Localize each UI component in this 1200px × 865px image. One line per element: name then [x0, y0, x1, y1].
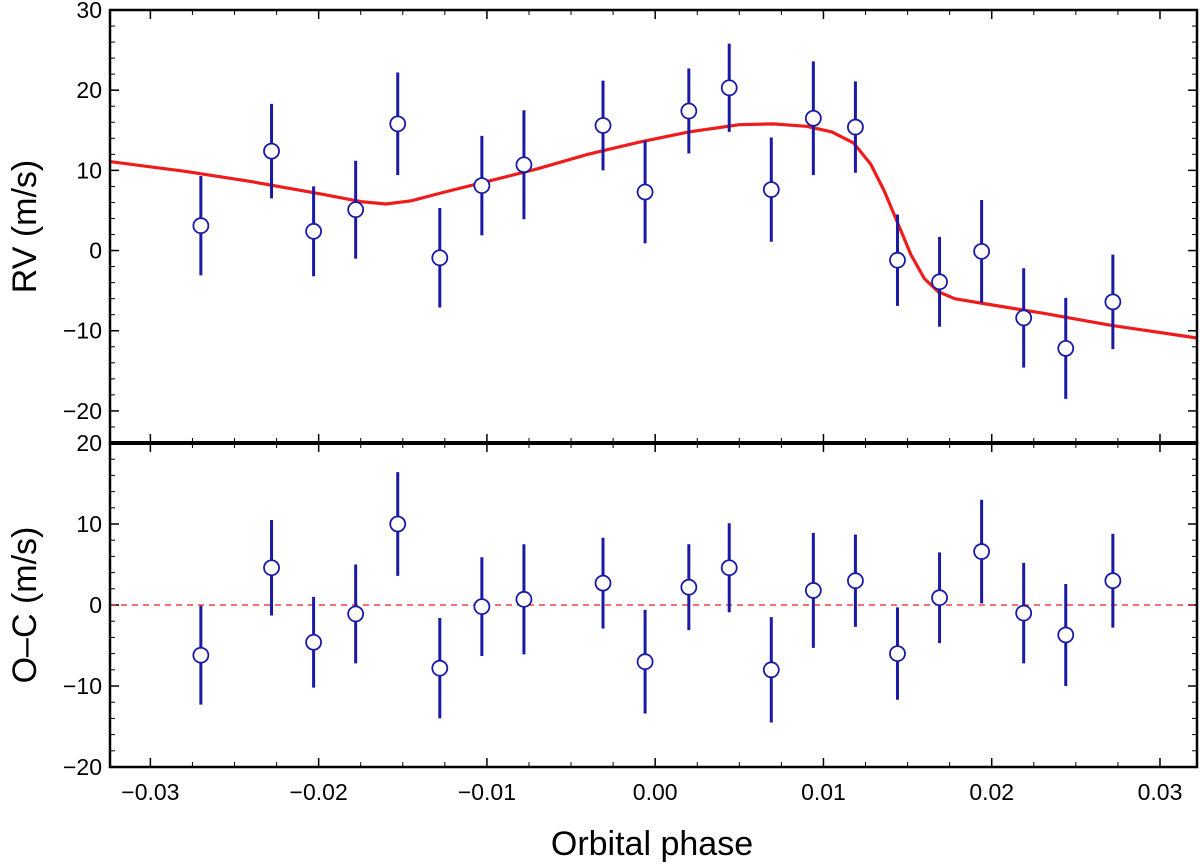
data-point — [305, 222, 323, 240]
y-tick-label: 20 — [76, 430, 102, 456]
data-point — [473, 177, 491, 195]
data-point — [973, 242, 991, 260]
data-point — [847, 572, 864, 590]
x-tick-label: 0.03 — [1138, 779, 1183, 805]
data-point — [973, 543, 991, 560]
y-tick-label: −10 — [63, 673, 102, 699]
data-point — [1015, 604, 1033, 622]
data-point — [804, 582, 822, 599]
data-point — [680, 102, 698, 120]
data-point — [431, 659, 449, 677]
rv-panel: −20 −10 0 10 20 30 RV (m/s) — [6, 0, 1199, 445]
data-point — [473, 598, 491, 616]
data-point — [347, 605, 365, 623]
x-tick-label: 0.00 — [633, 779, 678, 805]
x-tick-label: −0.02 — [290, 779, 348, 805]
y-tick-label: −20 — [63, 398, 102, 424]
data-point — [720, 79, 738, 97]
data-point — [515, 590, 533, 608]
data-point — [931, 589, 948, 607]
y-tick-label: 0 — [89, 238, 102, 264]
x-tick-label: 0.01 — [801, 779, 846, 805]
data-point — [594, 574, 612, 592]
x-axis-title: Orbital phase — [551, 825, 753, 863]
x-tick-label: −0.01 — [458, 779, 516, 805]
y-tick-label: 30 — [76, 0, 102, 23]
data-point — [1057, 626, 1075, 644]
data-point — [389, 515, 407, 533]
data-point — [263, 559, 280, 577]
y-tick-label: −20 — [63, 754, 102, 780]
data-point — [1104, 572, 1122, 590]
data-point — [1057, 339, 1075, 357]
data-point — [594, 117, 612, 134]
data-point — [192, 217, 210, 235]
data-point — [889, 645, 906, 662]
plot-frame — [108, 8, 1199, 445]
model-curve — [109, 122, 1198, 340]
y-tick-label: 20 — [76, 77, 102, 103]
data-point — [389, 115, 407, 133]
residuals-panel: −0.03 −0.02 −0.01 0.00 0.01 0.02 0.03 −20 −10 0 10… — [6, 430, 1199, 805]
data-point — [305, 633, 323, 651]
data-point — [720, 559, 738, 577]
data-point — [1015, 309, 1033, 327]
y-tick-label: 10 — [76, 511, 102, 537]
data-point — [847, 118, 864, 136]
y-tick-label: −10 — [63, 318, 102, 344]
data-point — [347, 201, 365, 219]
data-point — [680, 578, 698, 596]
y-axis-title: RV (m/s) — [6, 160, 44, 293]
data-point — [431, 249, 449, 267]
y-axis-title: O–C (m/s) — [6, 527, 44, 684]
x-tick-label: −0.03 — [121, 779, 179, 805]
data-point — [263, 142, 280, 160]
data-point — [889, 251, 906, 269]
data-point — [762, 661, 780, 679]
data-point — [762, 181, 780, 199]
data-point — [1104, 293, 1122, 311]
data-point — [931, 273, 948, 291]
y-tick-label: 10 — [76, 157, 102, 183]
y-tick-label: 0 — [89, 592, 102, 618]
data-point — [192, 646, 210, 664]
x-tick-label: 0.02 — [969, 779, 1014, 805]
data-point — [636, 653, 654, 671]
data-point — [515, 156, 533, 174]
data-point — [804, 109, 822, 127]
data-point — [636, 183, 654, 201]
